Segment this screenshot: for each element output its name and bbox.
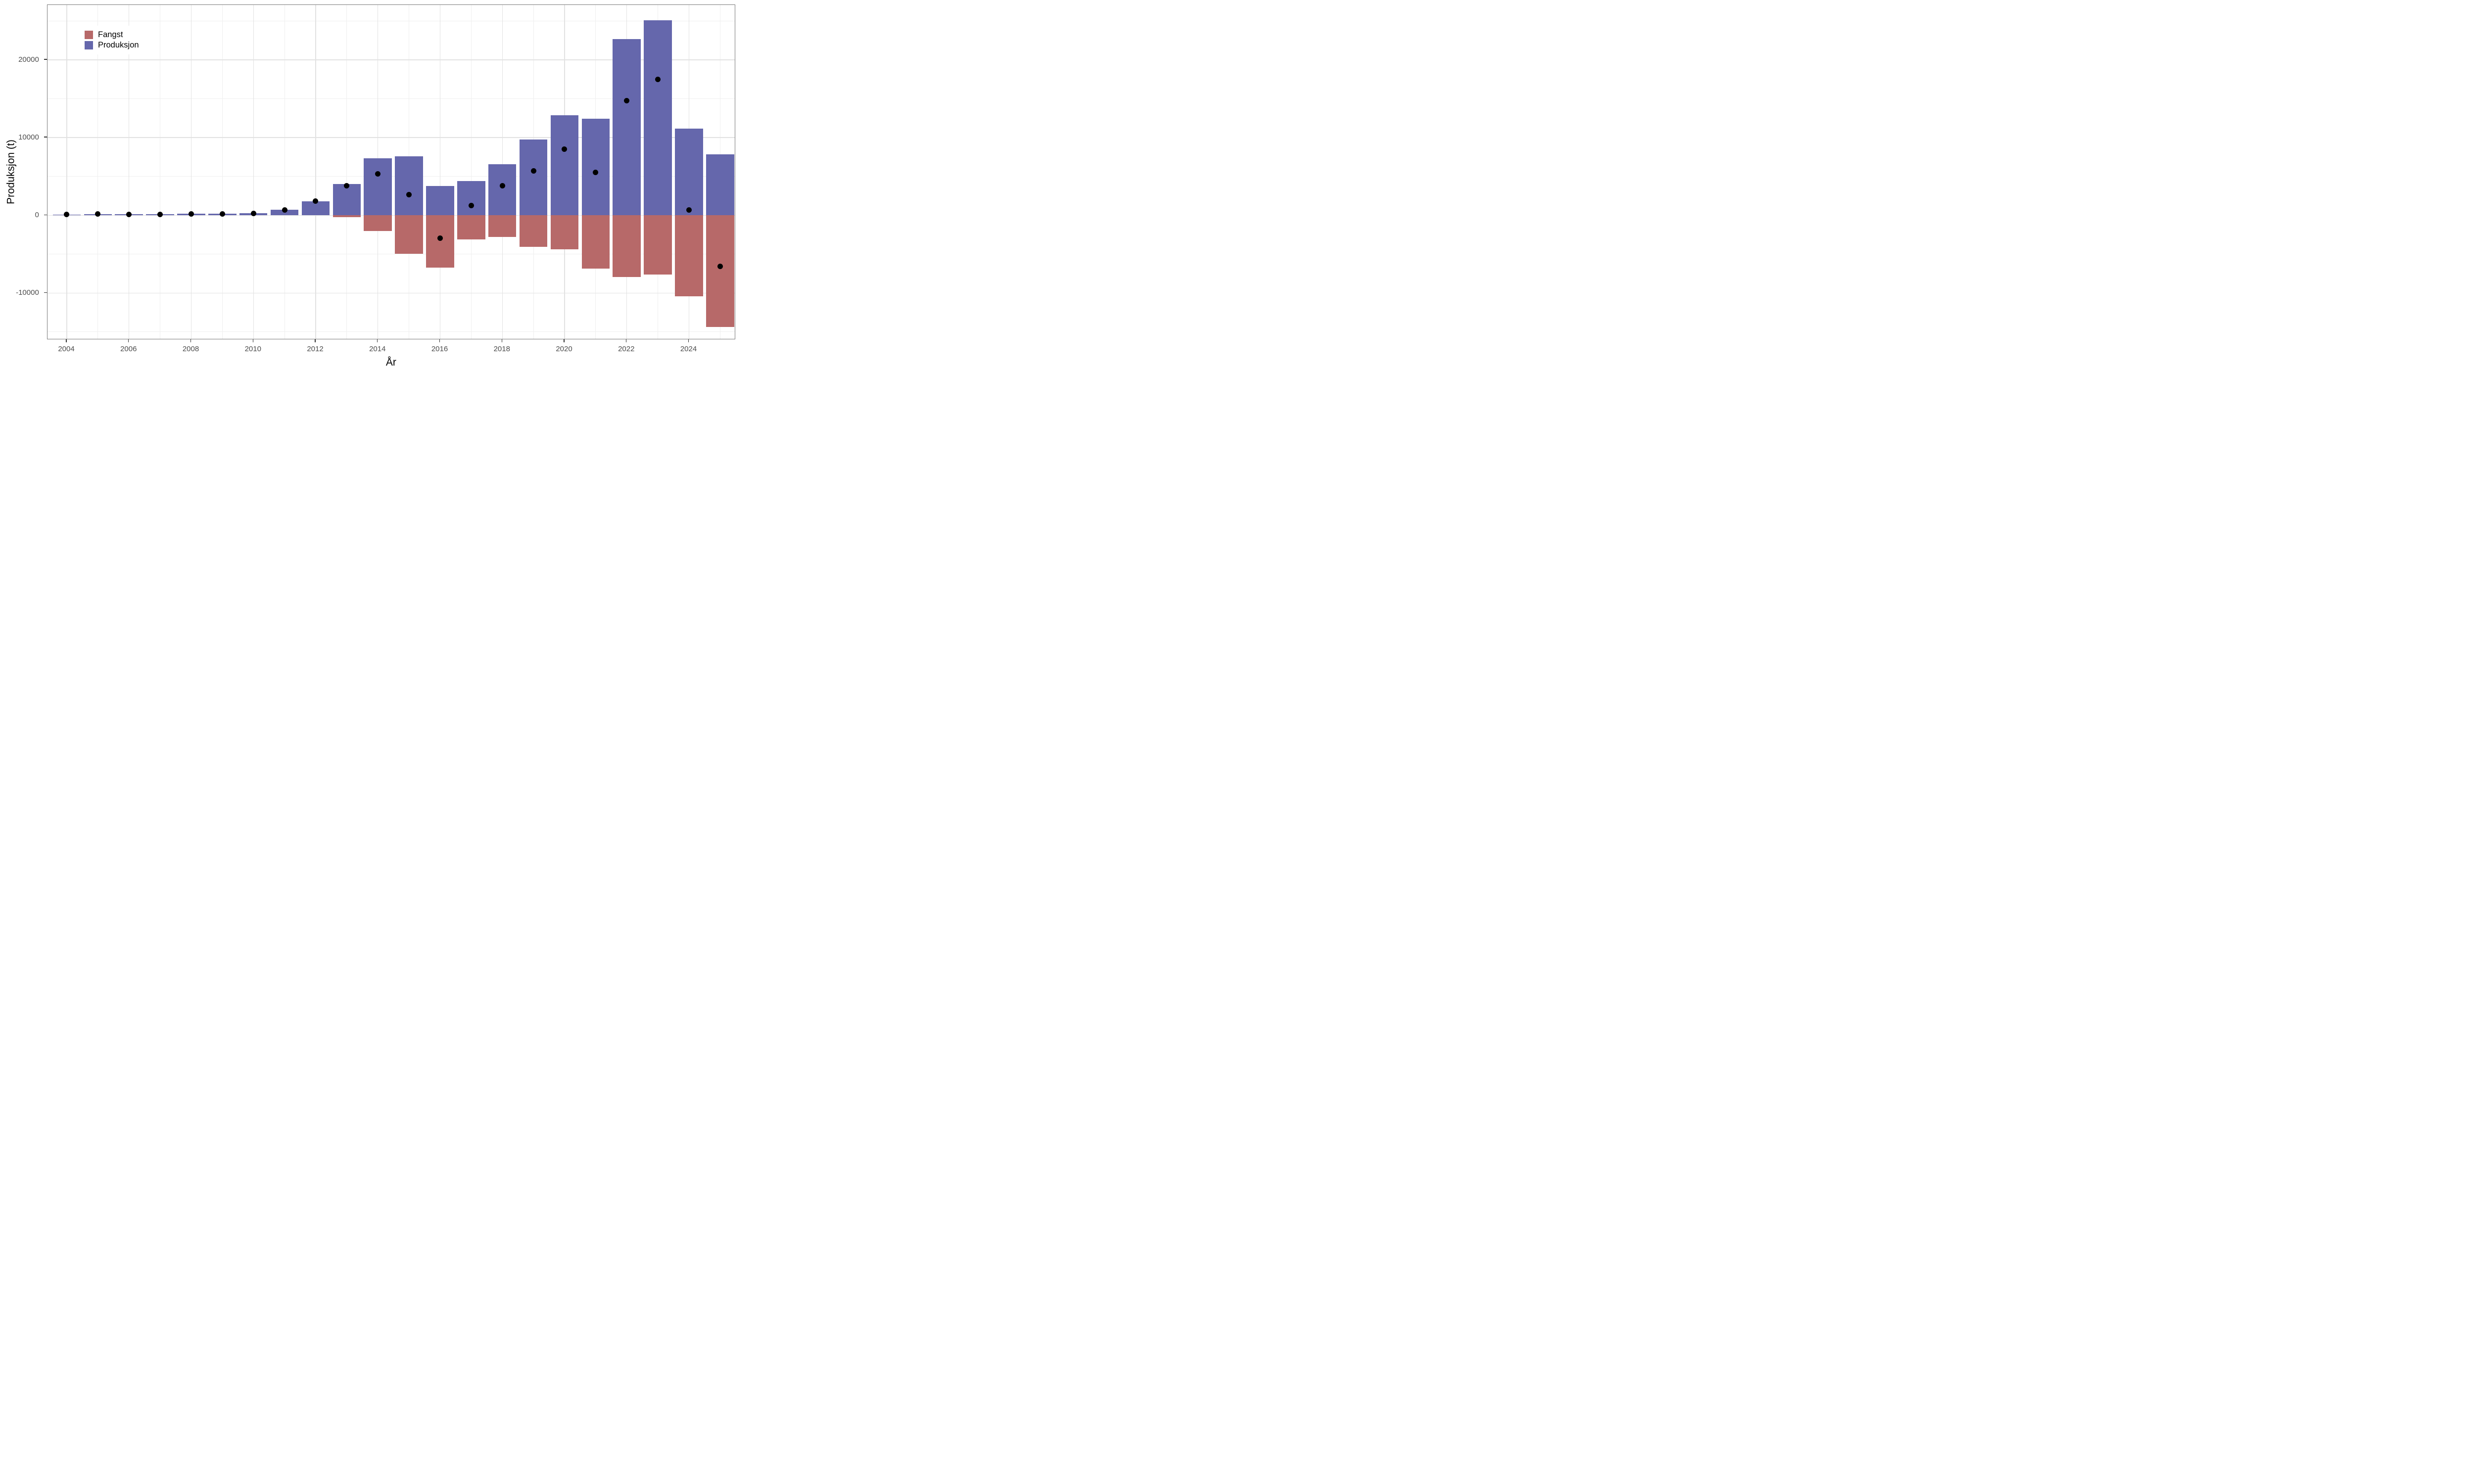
x-tick-label-2014: 2014 [369, 345, 386, 354]
legend-label-fangst: Fangst [98, 30, 123, 40]
x-tick-label-2024: 2024 [680, 345, 697, 354]
x-tick-label-2008: 2008 [182, 345, 199, 354]
x-tick-2016 [439, 339, 440, 343]
x-tick-label-2022: 2022 [618, 345, 635, 354]
x-tick-label-2004: 2004 [58, 345, 75, 354]
gridline-y-minor [47, 331, 735, 332]
point-net-2007 [157, 211, 163, 217]
bar-produksjon-2013 [333, 184, 361, 216]
x-tick-2014 [377, 339, 378, 343]
bar-fangst-2022 [613, 215, 641, 278]
bar-produksjon-2014 [364, 158, 392, 216]
bar-produksjon-2019 [519, 139, 548, 216]
point-net-2022 [624, 97, 630, 103]
bar-fangst-2024 [675, 215, 703, 297]
gridline-x-major [66, 4, 67, 339]
point-net-2013 [344, 183, 350, 188]
gridline-y-major [47, 137, 735, 138]
point-net-2017 [468, 202, 474, 208]
bar-fangst-2017 [457, 215, 485, 240]
gridline-x-minor [471, 4, 472, 339]
bar-produksjon-2022 [613, 39, 641, 216]
point-net-2005 [95, 211, 101, 217]
bar-produksjon-2024 [675, 129, 703, 216]
bar-fangst-2015 [395, 215, 423, 254]
gridline-x-major [253, 4, 254, 339]
bar-produksjon-2020 [550, 115, 579, 216]
bar-produksjon-2018 [488, 164, 517, 216]
gridline-x-minor [97, 4, 98, 339]
point-net-2019 [530, 168, 536, 174]
point-net-2006 [126, 211, 132, 217]
x-tick-label-2016: 2016 [431, 345, 448, 354]
point-net-2023 [655, 76, 661, 82]
x-tick-label-2018: 2018 [493, 345, 510, 354]
y-tick--10000 [44, 292, 47, 293]
bar-produksjon-2016 [426, 186, 454, 216]
bar-produksjon-2017 [457, 181, 485, 216]
point-net-2020 [562, 146, 568, 152]
bar-fangst-2020 [550, 215, 579, 250]
bar-produksjon-2023 [644, 20, 672, 216]
y-axis-title: Produksjon (t) [5, 139, 17, 205]
x-tick-label-2010: 2010 [244, 345, 261, 354]
gridline-y-minor [47, 98, 735, 99]
point-net-2025 [717, 263, 723, 269]
gridline-x-major [315, 4, 316, 339]
production-catch-chart: 2004 2006 2008 2010 2012 2014 2016 2018 2020 2022… [0, 0, 742, 371]
x-tick-2024 [688, 339, 689, 343]
point-net-2008 [188, 211, 194, 217]
legend-swatch-produksjon [85, 41, 93, 49]
x-axis-title: År [385, 357, 396, 368]
point-net-2018 [499, 183, 505, 188]
legend-swatch-fangst [85, 31, 93, 39]
x-tick-label-2020: 2020 [556, 345, 572, 354]
bar-produksjon-2025 [706, 154, 734, 216]
y-tick-label-0: 0 [35, 210, 39, 219]
gridline-x-minor [222, 4, 223, 339]
bar-produksjon-2015 [395, 156, 423, 216]
y-tick-label-10000: 10000 [18, 133, 39, 141]
legend: Fangst Produksjon [82, 26, 144, 54]
bar-fangst-2016 [426, 215, 454, 268]
point-net-2004 [64, 212, 70, 218]
point-net-2014 [375, 171, 381, 177]
point-net-2024 [686, 207, 692, 213]
point-net-2010 [250, 210, 256, 216]
legend-item-produksjon: Produksjon [85, 41, 139, 49]
legend-label-produksjon: Produksjon [98, 41, 139, 50]
point-net-2012 [313, 198, 319, 204]
bar-fangst-2023 [644, 215, 672, 275]
point-net-2011 [282, 207, 287, 213]
bar-fangst-2019 [519, 215, 548, 247]
point-net-2009 [219, 211, 225, 217]
bar-fangst-2018 [488, 215, 517, 237]
x-tick-label-2006: 2006 [120, 345, 137, 354]
point-net-2016 [437, 235, 443, 241]
y-tick-label-20000: 20000 [18, 55, 39, 64]
x-tick-2008 [190, 339, 191, 343]
y-tick-label--10000: -10000 [16, 288, 39, 297]
gridline-x-minor [346, 4, 347, 339]
x-tick-2006 [128, 339, 129, 343]
gridline-y-major [47, 59, 735, 60]
bar-fangst-2014 [364, 215, 392, 231]
point-net-2021 [593, 169, 599, 175]
point-net-2015 [406, 192, 412, 198]
legend-item-fangst: Fangst [85, 31, 139, 39]
bar-produksjon-2021 [581, 119, 610, 216]
plot-panel [47, 4, 735, 340]
bar-fangst-2025 [706, 215, 734, 327]
bar-fangst-2013 [333, 215, 361, 217]
bar-fangst-2021 [581, 215, 610, 269]
x-tick-label-2012: 2012 [307, 345, 324, 354]
